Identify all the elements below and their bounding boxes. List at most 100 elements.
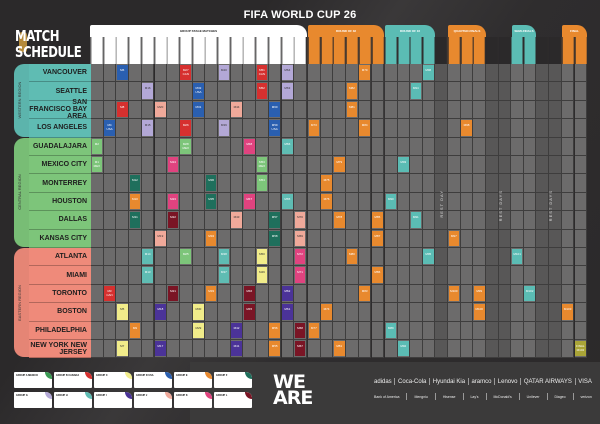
match-cell[interactable]: M12 bbox=[129, 175, 141, 191]
match-cell[interactable]: M81 bbox=[333, 341, 345, 357]
match-cell[interactable]: M74 bbox=[321, 304, 332, 320]
match-cell[interactable]: M14 bbox=[142, 249, 153, 265]
match-cell[interactable]: M32 USA bbox=[193, 83, 204, 99]
match-cell[interactable]: M25 bbox=[180, 249, 192, 265]
match-cell[interactable]: M92 bbox=[398, 341, 409, 357]
match-cell[interactable]: M94 bbox=[410, 83, 421, 99]
match-cell[interactable]: M70 bbox=[294, 212, 306, 228]
match-cell[interactable]: M99 bbox=[473, 285, 485, 302]
match-cell[interactable]: M8 bbox=[116, 101, 128, 118]
match-cell[interactable]: M35 bbox=[205, 193, 217, 210]
match-cell[interactable]: M87 bbox=[372, 230, 383, 246]
match-cell[interactable]: M97 bbox=[448, 230, 460, 246]
match-cell[interactable]: M17 bbox=[155, 341, 166, 357]
match-cell[interactable]: M33 bbox=[205, 285, 217, 302]
match-cell[interactable]: M100 bbox=[448, 285, 460, 302]
match-cell[interactable]: M43 bbox=[231, 212, 242, 228]
match-cell[interactable]: M19 bbox=[155, 230, 166, 246]
match-cell[interactable]: M76 bbox=[321, 193, 332, 210]
match-cell[interactable]: M67 bbox=[294, 341, 306, 357]
match-cell[interactable]: M86 bbox=[372, 267, 383, 283]
match-cell[interactable]: M6 bbox=[116, 65, 128, 81]
match-cell[interactable]: M46 bbox=[243, 285, 255, 302]
match-cell[interactable]: M7 bbox=[116, 341, 128, 357]
match-cell[interactable]: M54 bbox=[256, 175, 268, 191]
match-cell[interactable]: M5 bbox=[116, 304, 128, 320]
match-cell[interactable]: M53 MEX bbox=[256, 157, 268, 173]
match-cell[interactable]: M77 bbox=[308, 322, 320, 338]
match-cell[interactable]: M31 bbox=[193, 101, 204, 118]
match-cell[interactable]: M39 bbox=[218, 120, 230, 136]
match-cell[interactable]: M84 bbox=[359, 120, 370, 136]
match-cell[interactable]: M56 bbox=[269, 322, 280, 338]
match-cell[interactable]: M71 bbox=[294, 267, 306, 283]
match-cell[interactable]: M60 bbox=[269, 101, 280, 118]
match-cell[interactable]: M2 bbox=[91, 138, 103, 154]
match-cell[interactable]: M50 bbox=[256, 249, 268, 265]
match-cell[interactable]: M22 bbox=[167, 212, 179, 228]
match-cell[interactable]: M1 MEX bbox=[91, 157, 103, 173]
match-cell[interactable]: FINAL M104 bbox=[575, 341, 586, 357]
match-cell[interactable]: M75 bbox=[321, 175, 332, 191]
match-cell[interactable]: M82 bbox=[346, 83, 358, 99]
match-cell[interactable]: M63 bbox=[282, 83, 293, 99]
match-cell[interactable]: M69 bbox=[294, 230, 306, 246]
match-cell[interactable]: M72 bbox=[294, 249, 306, 265]
match-cell[interactable]: M79 bbox=[333, 157, 345, 173]
match-cell[interactable]: M4 USA bbox=[104, 120, 115, 136]
match-cell[interactable]: M81 bbox=[346, 101, 358, 118]
match-cell[interactable]: M27 CAN bbox=[180, 65, 192, 81]
match-cell[interactable]: M21 bbox=[167, 285, 179, 302]
match-cell[interactable]: M49 bbox=[256, 267, 268, 283]
match-cell[interactable]: M24 bbox=[167, 157, 179, 173]
match-cell[interactable]: M45 bbox=[243, 304, 255, 320]
match-cell[interactable]: M18 bbox=[155, 304, 166, 320]
match-cell[interactable]: M65 bbox=[282, 193, 293, 210]
match-cell[interactable]: M59 USA bbox=[269, 120, 280, 136]
match-cell[interactable]: M20 bbox=[155, 101, 166, 118]
match-cell[interactable]: M42 bbox=[231, 322, 242, 338]
match-cell[interactable]: M3 CAN bbox=[104, 285, 115, 302]
match-cell[interactable]: M28 MEX bbox=[180, 138, 192, 154]
match-cell[interactable]: M52 bbox=[256, 83, 268, 99]
match-cell[interactable]: M102 bbox=[524, 285, 535, 302]
match-cell[interactable]: M61 bbox=[282, 304, 293, 320]
match-cell[interactable]: M73 bbox=[308, 120, 320, 136]
match-cell[interactable]: M41 bbox=[231, 341, 242, 357]
match-cell[interactable]: M23 bbox=[167, 193, 179, 210]
match-cell[interactable]: M66 bbox=[282, 138, 293, 154]
match-cell[interactable]: M26 bbox=[180, 120, 192, 136]
match-cell[interactable]: M78 bbox=[333, 212, 345, 228]
match-cell[interactable]: M80 bbox=[346, 249, 358, 265]
match-cell[interactable]: M103 bbox=[562, 304, 573, 320]
match-cell[interactable]: M9 bbox=[129, 322, 141, 338]
match-cell[interactable]: M15 bbox=[142, 120, 153, 136]
match-cell[interactable]: M83 bbox=[359, 285, 370, 302]
match-cell[interactable]: M64 bbox=[282, 65, 293, 81]
match-cell[interactable]: M44 bbox=[231, 101, 242, 118]
match-cell[interactable]: M96 bbox=[423, 65, 434, 81]
match-cell[interactable]: M48 bbox=[243, 138, 255, 154]
match-cell[interactable]: M90 bbox=[385, 193, 396, 210]
match-cell[interactable]: M34 bbox=[205, 230, 217, 246]
match-cell[interactable]: M47 bbox=[243, 193, 255, 210]
match-cell[interactable]: M91 bbox=[410, 212, 421, 228]
match-cell[interactable]: M89 bbox=[385, 322, 396, 338]
match-cell[interactable]: M36 bbox=[205, 175, 217, 191]
match-cell[interactable]: M79 bbox=[359, 65, 370, 81]
match-cell[interactable]: M100 bbox=[473, 304, 485, 320]
match-cell[interactable]: M55 bbox=[269, 341, 280, 357]
match-cell[interactable]: M37 bbox=[218, 267, 230, 283]
match-cell[interactable]: M30 bbox=[193, 304, 204, 320]
match-cell[interactable]: M40 bbox=[218, 65, 230, 81]
match-cell[interactable]: M58 bbox=[269, 230, 280, 246]
match-cell[interactable]: M57 bbox=[269, 212, 280, 228]
match-cell[interactable]: M101 bbox=[511, 249, 523, 265]
match-cell[interactable]: M62 bbox=[282, 285, 293, 302]
match-cell[interactable]: M95 bbox=[423, 249, 434, 265]
match-cell[interactable]: M68 bbox=[294, 322, 306, 338]
match-cell[interactable]: M38 bbox=[218, 249, 230, 265]
match-cell[interactable]: M10 bbox=[129, 193, 141, 210]
match-cell[interactable]: M93 bbox=[398, 157, 409, 173]
match-cell[interactable]: M16 bbox=[142, 83, 153, 99]
